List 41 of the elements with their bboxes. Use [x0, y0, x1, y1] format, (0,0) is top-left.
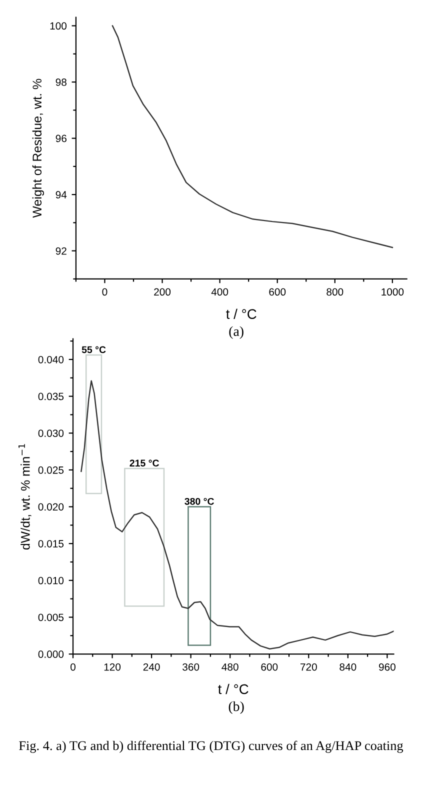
- x-axis-title: t / °C: [218, 684, 248, 694]
- x-tick-label: 400: [211, 288, 228, 296]
- y-tick-label: 96: [56, 134, 66, 142]
- y-tick-label: 100: [50, 22, 67, 30]
- x-tick-label: 600: [261, 663, 278, 671]
- x-tick-label: 240: [143, 663, 160, 671]
- line-series: [80, 380, 394, 650]
- y-tick-label: 0.035: [38, 392, 64, 400]
- x-tick-label: 1000: [382, 288, 404, 296]
- y-tick-label: 92: [56, 247, 66, 255]
- line-series: [112, 25, 394, 248]
- y-tick-label: 0.000: [38, 650, 64, 658]
- y-tick-label: 0.030: [38, 430, 64, 437]
- x-tick-label: 0: [102, 288, 108, 296]
- x-tick-label: 720: [300, 663, 317, 671]
- y-axis-title: Weight of Residue, wt. %: [32, 78, 44, 218]
- y-tick-label: 0.010: [38, 576, 64, 584]
- y-tick-label: 0.020: [38, 503, 64, 511]
- caption: Fig. 4. a) TG and b) differential TG (DTG) curves of an Ag/HAP coating: [19, 740, 404, 753]
- annotation: 55 °C: [82, 346, 106, 354]
- x-tick-label: 800: [326, 288, 344, 296]
- x-tick-label: 200: [154, 288, 171, 296]
- x-tick-label: 840: [340, 663, 356, 671]
- text: (a): [229, 326, 244, 339]
- y-tick-label: 0.005: [38, 614, 64, 622]
- annotation: 215 °C: [130, 460, 159, 467]
- text: (b): [228, 701, 244, 714]
- y-axis-title: dW/dt, wt. % min$^{−1}$: [18, 444, 32, 550]
- y-tick-label: 94: [56, 191, 67, 198]
- x-tick-label: 480: [222, 663, 238, 671]
- x-tick-label: 960: [378, 663, 396, 671]
- x-tick-label: 120: [104, 663, 121, 671]
- annotation: 380 °C: [184, 498, 214, 505]
- y-tick-label: 98: [56, 78, 66, 86]
- x-axis-title: t / °C: [226, 308, 256, 320]
- x-tick-label: 360: [182, 663, 200, 671]
- x-tick-label: 600: [269, 288, 286, 296]
- y-tick-label: 0.040: [38, 356, 64, 364]
- y-tick-label: 0.015: [38, 540, 64, 548]
- x-tick-label: 0: [70, 663, 76, 671]
- y-tick-label: 0.025: [38, 466, 64, 474]
